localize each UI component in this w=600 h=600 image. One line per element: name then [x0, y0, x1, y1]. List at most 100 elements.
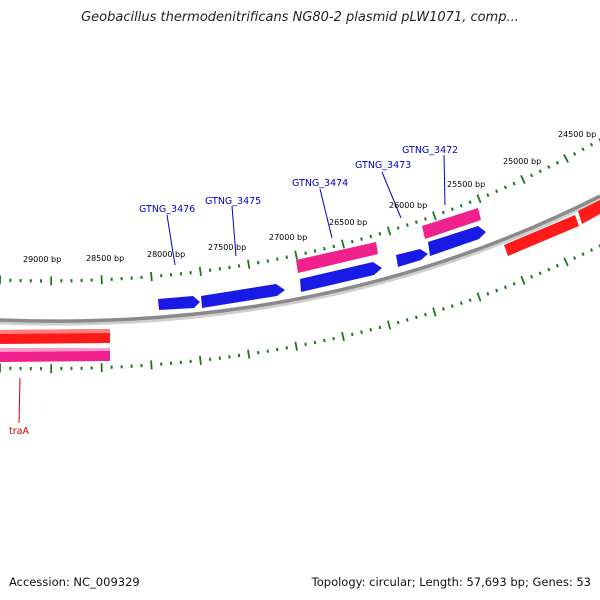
minor-tick: [495, 189, 499, 194]
genes-value: 53: [576, 575, 591, 589]
major-tick: [341, 239, 345, 249]
minor-tick: [529, 173, 534, 178]
minor-tick: [257, 350, 260, 355]
accession-value: NC_009329: [73, 575, 140, 589]
minor-tick: [459, 301, 463, 305]
callout-line: [166, 214, 176, 266]
major-tick: [387, 320, 392, 330]
cds-forward-red[interactable]: [504, 215, 579, 256]
minor-tick: [547, 267, 551, 272]
minor-tick: [572, 152, 577, 156]
minor-tick: [360, 237, 363, 241]
minor-tick: [468, 200, 472, 205]
minor-tick: [332, 336, 335, 341]
gene-label-gtng-3472[interactable]: GTNG_3472: [402, 145, 458, 156]
minor-tick: [538, 169, 542, 174]
tick-label: 27000 bp: [269, 233, 307, 242]
topology-value: circular: [369, 575, 412, 589]
minor-tick: [459, 203, 463, 208]
major-tick: [294, 250, 298, 260]
major-tick: [150, 272, 153, 282]
minor-tick: [360, 330, 363, 334]
outer-tick-ring: [0, 138, 600, 286]
gene-box-pink[interactable]: [296, 242, 378, 273]
minor-tick: [423, 312, 427, 317]
minor-tick: [503, 185, 508, 190]
minor-tick: [555, 160, 560, 165]
topology-label: Topology:: [311, 575, 366, 589]
minor-tick: [512, 281, 516, 286]
minor-tick: [414, 220, 418, 224]
minor-tick: [423, 217, 427, 221]
major-tick: [432, 211, 437, 221]
minor-tick: [555, 263, 560, 268]
minor-tick: [589, 142, 594, 147]
cds-arrow-blue[interactable]: [158, 296, 200, 310]
gene-label-gtng-3474[interactable]: GTNG_3474: [292, 178, 348, 189]
accession-label: Accession:: [9, 575, 70, 589]
cds-forward-red[interactable]: [578, 200, 600, 224]
cds-arrow-blue[interactable]: [300, 262, 382, 292]
minor-tick: [405, 318, 409, 322]
cds-arrow-blue[interactable]: [201, 284, 285, 308]
minor-tick: [276, 347, 279, 352]
minor-tick: [530, 274, 534, 279]
tick-label: 26000 bp: [389, 201, 427, 210]
gene-label-gtng-3473[interactable]: GTNG_3473: [355, 160, 411, 171]
major-tick: [198, 266, 202, 277]
major-tick: [247, 349, 251, 359]
major-tick: [563, 257, 569, 267]
callout-line: [381, 171, 402, 219]
tick-label: 27500 bp: [208, 243, 246, 252]
minor-tick: [581, 147, 585, 152]
minor-tick: [396, 320, 400, 325]
minor-tick: [441, 307, 445, 311]
major-tick: [386, 226, 392, 236]
backbone: [0, 194, 600, 323]
length-label: Length:: [419, 575, 463, 589]
gene-label-gtng-3476[interactable]: GTNG_3476: [139, 204, 195, 215]
minor-tick: [266, 259, 270, 263]
minor-tick: [512, 181, 516, 186]
minor-tick: [495, 288, 499, 293]
feature-layer: [0, 200, 600, 362]
gene-label-gtng-3475[interactable]: GTNG_3475: [205, 196, 261, 207]
summary-footer: Topology: circular; Length: 57,693 bp; G…: [311, 575, 591, 589]
major-tick: [150, 360, 153, 370]
map-title: Geobacillus thermodenitrificans NG80-2 p…: [81, 10, 519, 25]
minor-tick: [450, 304, 454, 308]
minor-tick: [598, 138, 600, 142]
tick-label: 26500 bp: [329, 218, 367, 227]
major-tick: [294, 341, 298, 351]
minor-tick: [266, 349, 269, 353]
cds-arrow-blue[interactable]: [396, 249, 428, 267]
major-tick: [520, 175, 526, 184]
major-tick: [341, 331, 345, 342]
backbone-shadow: [0, 195, 600, 326]
minor-tick: [350, 239, 354, 244]
gene-label-traa[interactable]: traA: [9, 426, 29, 437]
minor-tick: [486, 193, 490, 197]
minor-tick: [414, 315, 418, 320]
major-tick: [476, 292, 482, 302]
minor-tick: [441, 210, 445, 215]
minor-tick: [237, 264, 241, 268]
tick-label: 25500 bp: [447, 180, 485, 189]
genes-label: Genes:: [532, 575, 573, 589]
minor-tick: [350, 332, 354, 337]
minor-tick: [538, 271, 542, 276]
minor-tick: [285, 255, 289, 260]
minor-tick: [237, 353, 241, 358]
major-tick: [520, 275, 526, 285]
callout-line: [443, 154, 446, 206]
minor-tick: [503, 285, 507, 290]
cds-arrow-blue[interactable]: [428, 226, 486, 256]
major-tick: [476, 194, 482, 204]
minor-tick: [396, 226, 400, 230]
major-tick: [563, 153, 569, 163]
gene-box-pink[interactable]: [422, 208, 481, 239]
minor-tick: [304, 342, 307, 347]
gene-callouts: GTNG_3472 GTNG_3473 GTNG_3474 GTNG_3475 …: [9, 145, 458, 437]
minor-tick: [323, 338, 326, 343]
minor-tick: [468, 298, 472, 302]
